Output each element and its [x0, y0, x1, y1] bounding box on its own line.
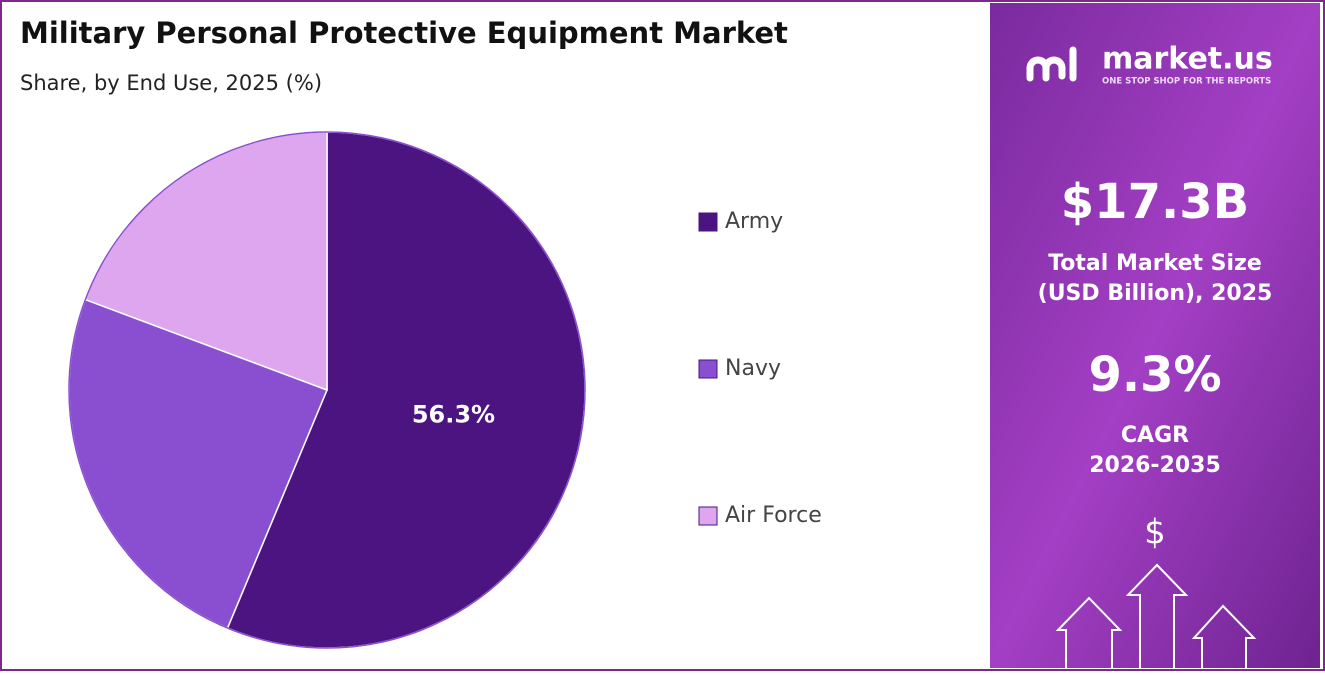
logo-icon: [1026, 46, 1077, 82]
market-size: $17.3B: [1061, 174, 1249, 230]
icon-text: $: [1144, 513, 1166, 553]
chart-subtitle: Share, by End Use, 2025 (%): [20, 71, 322, 95]
legend-swatch: [698, 506, 718, 526]
chart-title: Military Personal Protective Equipment M…: [20, 16, 788, 50]
cagr-label: CAGR: [1121, 423, 1189, 448]
arrows-icon: [1055, 563, 1257, 668]
legend-label: Army: [725, 209, 783, 234]
side-panel: [990, 3, 1320, 668]
market-size-label: Total Market Size: [1048, 251, 1262, 276]
legend-label: Navy: [725, 356, 781, 381]
legend-swatch: [698, 359, 718, 379]
market-size-label: (USD Billion), 2025: [1038, 281, 1273, 306]
cagr-label: 2026-2035: [1089, 453, 1221, 478]
data-label: 56.3%: [412, 400, 495, 428]
brand: market.us: [1102, 42, 1273, 77]
legend-swatch: [698, 212, 718, 232]
cagr: 9.3%: [1088, 347, 1221, 403]
legend-label: Air Force: [725, 503, 822, 528]
tagline: ONE STOP SHOP FOR THE REPORTS: [1102, 77, 1271, 87]
pie-outline: [68, 131, 586, 649]
